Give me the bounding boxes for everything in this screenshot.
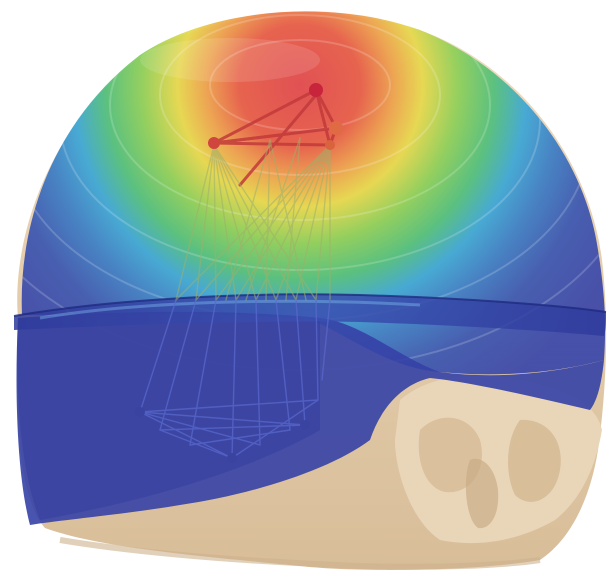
electrode-nodes — [135, 83, 343, 463]
jaw-edge — [59, 537, 541, 570]
node-left — [208, 137, 220, 149]
node-lower-mid — [227, 453, 237, 463]
node-lower-left — [135, 407, 145, 417]
surface-highlight — [140, 38, 320, 82]
node-front — [325, 140, 335, 150]
cheek-shadow — [508, 419, 561, 502]
field-lower-region — [16, 311, 604, 525]
equator-ring — [13, 293, 607, 336]
eye-socket-shadow — [418, 417, 482, 493]
electrode-frame — [135, 83, 343, 463]
apex-node — [309, 83, 323, 97]
node-lower-right — [300, 420, 310, 430]
node-right — [329, 121, 343, 135]
nose-shadow — [465, 458, 499, 529]
